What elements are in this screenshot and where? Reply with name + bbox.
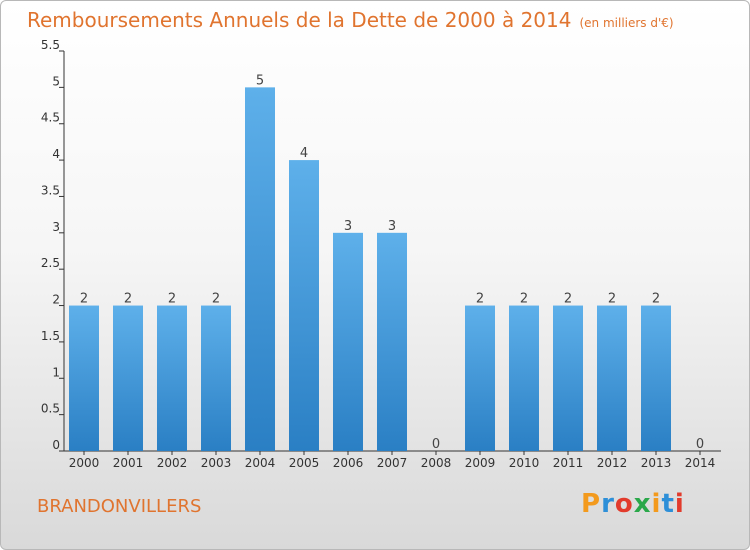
x-tick-label: 2007 [377, 456, 408, 470]
y-tick-label: 2.5 [41, 256, 60, 270]
data-label: 2 [564, 292, 572, 307]
x-tick-label: 2000 [69, 456, 100, 470]
data-label: 0 [696, 437, 704, 452]
y-tick-label: 3 [52, 220, 60, 234]
commune-name: BRANDONVILLERS [37, 496, 202, 517]
chart-labels: 2000220012200222003220045200542006320073… [69, 73, 716, 470]
x-tick-label: 2005 [289, 456, 320, 470]
logo-letter: P [581, 489, 602, 519]
chart-title-text: Remboursements Annuels de la Dette de 20… [27, 8, 572, 32]
bar-2010 [509, 305, 539, 451]
chart-bars [69, 87, 671, 451]
chart-unit: (en milliers d'€) [579, 16, 674, 30]
data-label: 2 [608, 292, 616, 307]
data-label: 5 [256, 73, 264, 88]
y-tick-label: 0.5 [41, 402, 60, 416]
x-tick-label: 2011 [553, 456, 584, 470]
bar-2013 [641, 305, 671, 451]
data-label: 2 [124, 292, 132, 307]
logo-letter: r [601, 489, 615, 519]
logo-letter: x [633, 489, 652, 519]
x-tick-label: 2006 [333, 456, 364, 470]
y-tick-label: 0 [52, 438, 60, 452]
bar-2009 [465, 305, 495, 451]
logo-letter: i [651, 489, 662, 519]
data-label: 4 [300, 146, 308, 161]
bar-2001 [113, 305, 143, 451]
bar-2004 [245, 87, 275, 451]
x-tick-label: 2013 [641, 456, 672, 470]
bar-2006 [333, 232, 363, 451]
data-label: 2 [652, 292, 660, 307]
bar-2011 [553, 305, 583, 451]
y-tick-label: 4 [52, 147, 60, 161]
data-label: 0 [432, 437, 440, 452]
bar-2007 [377, 232, 407, 451]
proxiti-logo: Proxiti [581, 489, 685, 519]
bar-2003 [201, 305, 231, 451]
y-tick-label: 1.5 [41, 329, 60, 343]
x-tick-label: 2014 [685, 456, 716, 470]
y-tick-label: 2 [52, 293, 60, 307]
data-label: 3 [344, 219, 352, 234]
data-label: 2 [168, 292, 176, 307]
bar-2000 [69, 305, 99, 451]
x-tick-label: 2004 [245, 456, 276, 470]
logo-letter: o [614, 489, 634, 519]
x-tick-label: 2001 [113, 456, 144, 470]
data-label: 2 [520, 292, 528, 307]
data-label: 2 [80, 292, 88, 307]
bar-2012 [597, 305, 627, 451]
logo-letter: i [674, 489, 685, 519]
x-tick-label: 2003 [201, 456, 232, 470]
x-tick-label: 2010 [509, 456, 540, 470]
x-tick-label: 2002 [157, 456, 188, 470]
y-tick-label: 5 [52, 74, 60, 88]
y-tick-label: 4.5 [41, 111, 60, 125]
x-tick-label: 2009 [465, 456, 496, 470]
data-label: 2 [476, 292, 484, 307]
bar-2002 [157, 305, 187, 451]
bar-2005 [289, 160, 319, 451]
chart-title: Remboursements Annuels de la Dette de 20… [27, 8, 674, 32]
y-tick-label: 3.5 [41, 183, 60, 197]
chart-axes: 0 0.5 1 1.5 2 2.5 3 3.5 4 4.5 5 5.5 [41, 38, 721, 455]
x-tick-label: 2012 [597, 456, 628, 470]
y-tick-label: 1 [52, 365, 60, 379]
y-tick-label: 5.5 [41, 38, 60, 52]
x-tick-label: 2008 [421, 456, 452, 470]
data-label: 2 [212, 292, 220, 307]
data-label: 3 [388, 219, 396, 234]
logo-letter: t [661, 489, 675, 519]
